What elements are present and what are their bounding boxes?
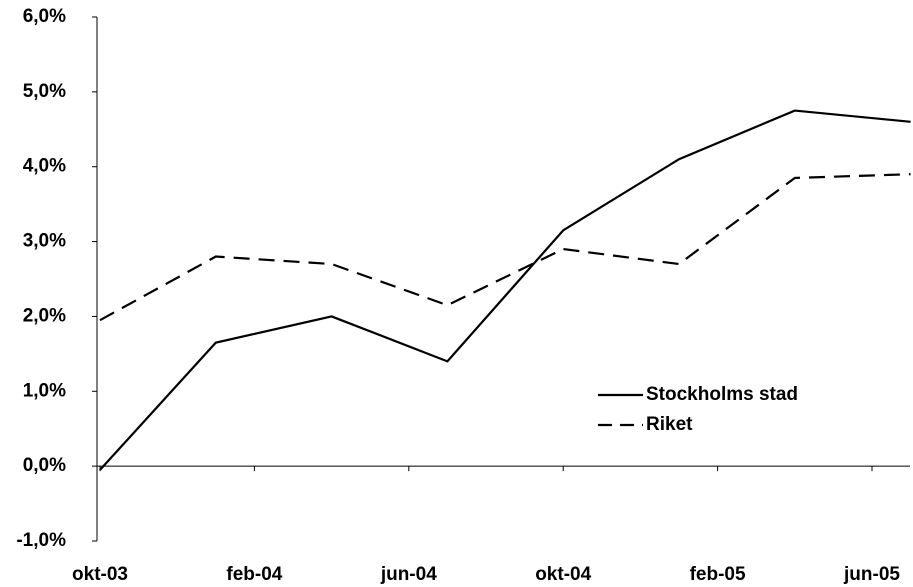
series-line (99, 173, 911, 322)
x-tick-label: jun-05 (843, 564, 900, 585)
legend-label: Stockholms stad (646, 384, 798, 405)
y-tick-label: 0,0% (23, 455, 66, 476)
x-tick-label: okt-03 (72, 564, 128, 585)
x-tick-label: jun-04 (380, 564, 437, 585)
legend-label: Riket (646, 414, 693, 435)
y-tick-label: 6,0% (23, 6, 66, 27)
series-line (99, 109, 911, 471)
y-tick-label: 3,0% (23, 231, 66, 252)
y-tick-label: 5,0% (23, 81, 66, 102)
y-tick-label: 2,0% (23, 305, 66, 326)
y-tick-label: 4,0% (23, 156, 66, 177)
y-tick-label: -1,0% (16, 530, 66, 551)
x-tick-label: feb-05 (690, 564, 746, 585)
x-tick-label: feb-04 (226, 564, 282, 585)
x-tick-label: okt-04 (535, 564, 591, 585)
y-tick-label: 1,0% (23, 380, 66, 401)
